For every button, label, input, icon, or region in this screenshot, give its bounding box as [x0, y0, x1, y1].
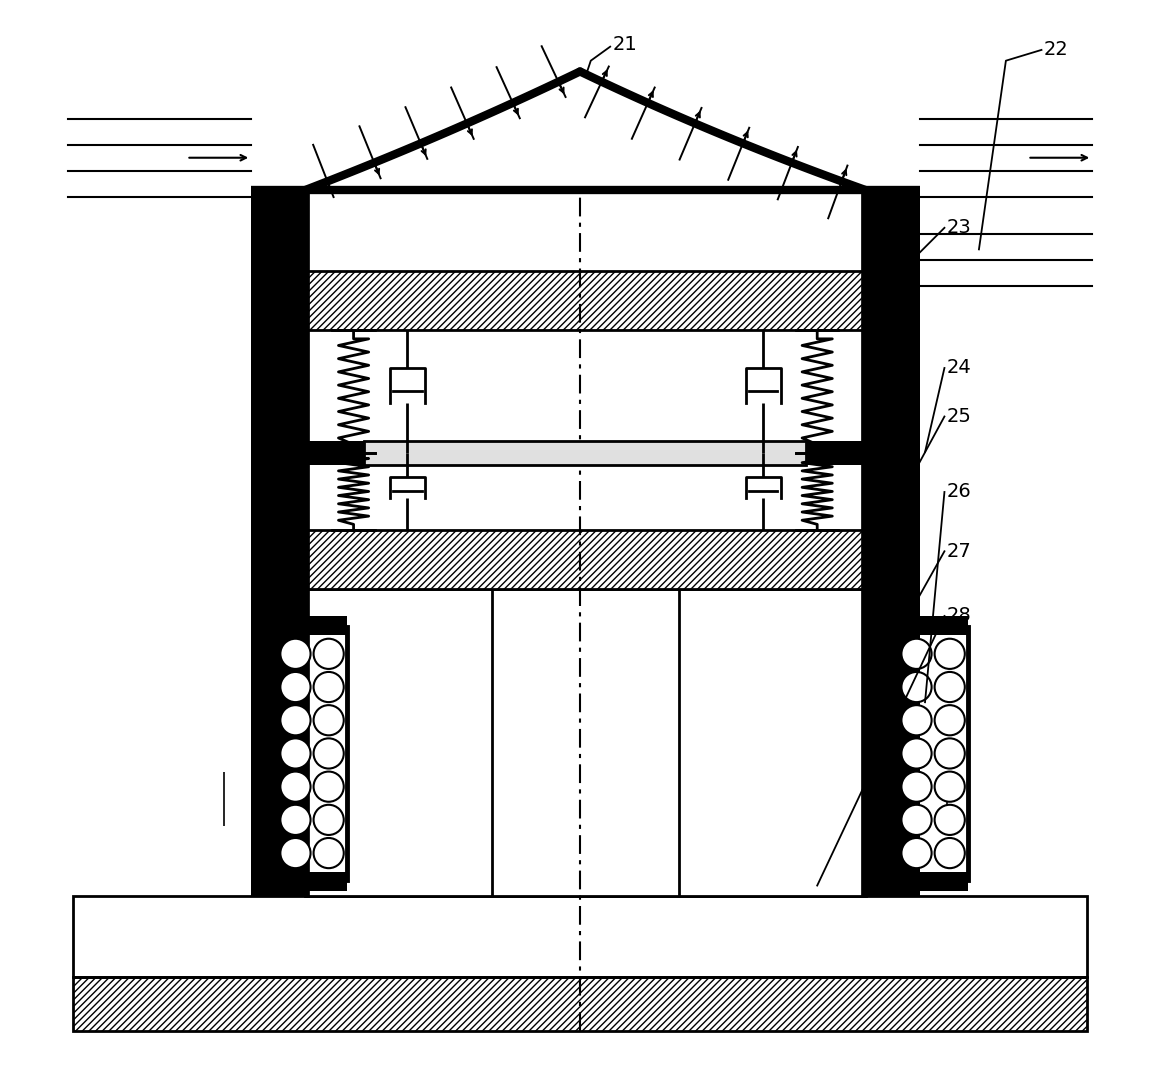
Bar — [898, 627, 969, 880]
Bar — [896, 190, 920, 896]
Circle shape — [935, 672, 965, 703]
Circle shape — [313, 738, 343, 769]
Text: 22: 22 — [1044, 40, 1068, 59]
Circle shape — [935, 838, 965, 868]
Circle shape — [901, 772, 931, 802]
Bar — [865, 190, 896, 896]
Text: 23: 23 — [947, 218, 971, 238]
Bar — [806, 441, 865, 465]
Circle shape — [281, 772, 311, 802]
Bar — [277, 616, 347, 636]
Bar — [364, 441, 806, 465]
Bar — [277, 871, 347, 891]
Bar — [865, 190, 896, 896]
Bar — [73, 896, 1087, 977]
Circle shape — [281, 838, 311, 868]
Bar — [898, 871, 969, 891]
Text: 28: 28 — [947, 606, 971, 626]
Bar — [305, 530, 865, 589]
Text: 21: 21 — [612, 35, 637, 54]
Circle shape — [935, 804, 965, 835]
Circle shape — [313, 804, 343, 835]
Circle shape — [281, 672, 311, 703]
Circle shape — [901, 672, 931, 703]
Bar — [277, 627, 347, 880]
Circle shape — [935, 639, 965, 669]
Circle shape — [901, 639, 931, 669]
Bar — [275, 190, 305, 896]
Circle shape — [935, 705, 965, 735]
Text: 26: 26 — [947, 482, 971, 502]
Circle shape — [313, 672, 343, 703]
Circle shape — [901, 804, 931, 835]
Text: 24: 24 — [947, 359, 971, 377]
Circle shape — [281, 738, 311, 769]
Circle shape — [901, 838, 931, 868]
Circle shape — [935, 738, 965, 769]
Circle shape — [313, 838, 343, 868]
Text: 25: 25 — [947, 408, 971, 426]
Circle shape — [901, 738, 931, 769]
Bar — [73, 977, 1087, 1031]
Bar — [305, 441, 364, 465]
Circle shape — [281, 804, 311, 835]
Circle shape — [313, 772, 343, 802]
Bar — [898, 616, 969, 636]
Circle shape — [935, 772, 965, 802]
Circle shape — [281, 639, 311, 669]
Bar — [275, 190, 305, 896]
Circle shape — [313, 639, 343, 669]
Circle shape — [901, 705, 931, 735]
Circle shape — [281, 705, 311, 735]
Bar — [305, 271, 865, 331]
Bar — [252, 190, 275, 896]
Circle shape — [313, 705, 343, 735]
Bar — [305, 589, 865, 896]
Text: 27: 27 — [947, 542, 971, 561]
